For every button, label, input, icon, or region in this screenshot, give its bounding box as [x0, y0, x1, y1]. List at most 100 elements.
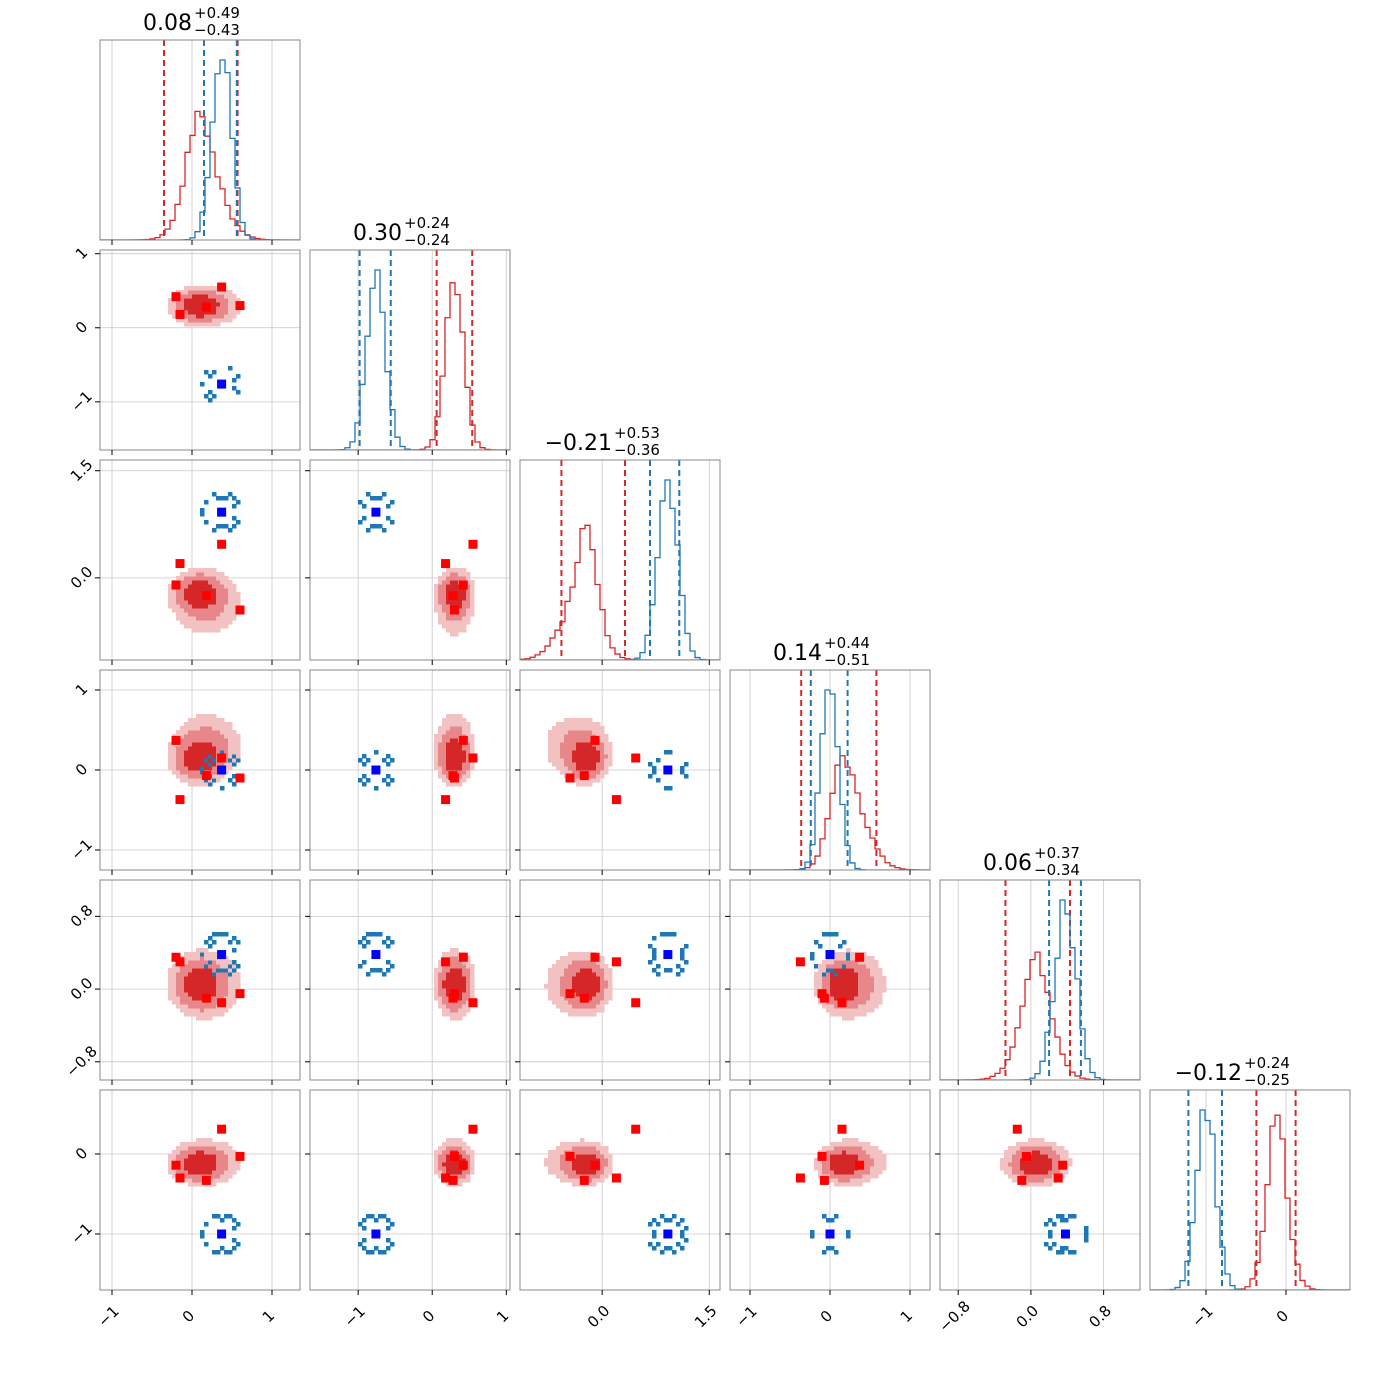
panel-frame [519, 879, 721, 1081]
density-cell-red [196, 1182, 201, 1187]
marker-red [1058, 1160, 1068, 1170]
density-cell-red [466, 600, 471, 605]
density-cell-red [826, 1170, 831, 1175]
density-cell-red [842, 1154, 847, 1159]
density-cell-red [188, 718, 193, 723]
density-cell-red [176, 600, 181, 605]
density-cell-red [548, 980, 553, 985]
density-cell-red [216, 588, 221, 593]
density-cell-red [572, 964, 577, 969]
contour-cell-blue [680, 766, 685, 771]
contour-cell-blue [810, 1230, 815, 1235]
density-cell-red [866, 1162, 871, 1167]
density-cell-red [232, 980, 237, 985]
density-cell-red [842, 992, 847, 997]
density-cell-red [228, 1150, 233, 1155]
density-cell-red [866, 1154, 871, 1159]
density-cell-red [454, 1142, 459, 1147]
contour-cell-blue [382, 1214, 387, 1219]
density-cell-red [232, 746, 237, 751]
density-cell-red [216, 722, 221, 727]
contour-cell-blue [216, 968, 221, 973]
density-cell-red [846, 1004, 851, 1009]
density-cell-red [556, 1154, 561, 1159]
contour-cell-blue [374, 968, 379, 973]
density-cell-red [180, 572, 185, 577]
density-cell-red [442, 742, 447, 747]
density-cell-red [236, 750, 241, 755]
density-cell-red [462, 778, 467, 783]
density-cell-red [466, 750, 471, 755]
density-cell-red [442, 1166, 447, 1171]
marker-red [171, 1160, 181, 1170]
density-cell-red [604, 972, 609, 977]
density-cell-red [822, 1146, 827, 1151]
contour-cell-blue [676, 1222, 681, 1227]
density-cell-red [830, 964, 835, 969]
density-cell-red [462, 984, 467, 989]
density-cell-red [188, 742, 193, 747]
density-cell-red [172, 770, 177, 775]
density-cell-red [588, 992, 593, 997]
density-cell-red [438, 976, 443, 981]
density-cell-red [568, 976, 573, 981]
density-cell-red [850, 1146, 855, 1151]
density-cell-red [168, 984, 173, 989]
density-cell-red [180, 1166, 185, 1171]
density-cell-red [224, 314, 229, 319]
density-cell-red [862, 956, 867, 961]
density-cell-red [192, 988, 197, 993]
density-cell-red [862, 988, 867, 993]
marker-red [468, 1124, 478, 1134]
density-cell-red [858, 984, 863, 989]
density-cell-red [208, 290, 213, 295]
density-cell-red [584, 782, 589, 787]
contour-cell-blue [374, 524, 379, 529]
panel-5-1: −1 0 1 [305, 1089, 513, 1331]
density-cell-red [176, 996, 181, 1001]
density-cell-red [580, 1170, 585, 1175]
contour-cell-blue [370, 1214, 375, 1219]
density-cell-red [224, 608, 229, 613]
contour-cell-blue [216, 496, 221, 501]
histogram-red [310, 282, 510, 450]
density-cell-red [580, 964, 585, 969]
density-cell-red [1040, 1166, 1045, 1171]
density-cell-red [220, 726, 225, 731]
density-cell-red [580, 1154, 585, 1159]
density-cell-red [442, 624, 447, 629]
density-cell-red [442, 996, 447, 1001]
density-cell-red [220, 774, 225, 779]
density-cell-red [438, 766, 443, 771]
density-cell-red [1052, 1150, 1057, 1155]
marker-red [579, 993, 589, 1003]
density-cell-red [572, 726, 577, 731]
density-cell-red [204, 584, 209, 589]
density-cell-red [592, 750, 597, 755]
density-cell-red [228, 608, 233, 613]
density-cell-red [838, 976, 843, 981]
density-cell-red [224, 746, 229, 751]
density-cell-red [232, 750, 237, 755]
density-cell-red [592, 1170, 597, 1175]
panel-frame [519, 1089, 721, 1291]
marker-red [217, 753, 227, 763]
density-cell-red [1040, 1158, 1045, 1163]
density-cell-red [446, 1004, 451, 1009]
contour-cell-blue [390, 964, 395, 969]
contour-cell-blue [684, 960, 689, 965]
density-cell-red [224, 964, 229, 969]
density-cell-red [232, 1166, 237, 1171]
density-cell-red [232, 612, 237, 617]
density-cell-red [858, 972, 863, 977]
density-cell-red [208, 294, 213, 299]
density-cell-red [878, 984, 883, 989]
contour-cell-blue [370, 524, 375, 529]
density-cell-red [220, 1008, 225, 1013]
contour-cell-blue [1064, 1218, 1069, 1223]
density-cell-red [228, 596, 233, 601]
density-cell-red [1068, 1158, 1073, 1163]
density-cell-red [584, 1154, 589, 1159]
density-cell-red [458, 1016, 463, 1021]
density-cell-red [842, 1150, 847, 1155]
